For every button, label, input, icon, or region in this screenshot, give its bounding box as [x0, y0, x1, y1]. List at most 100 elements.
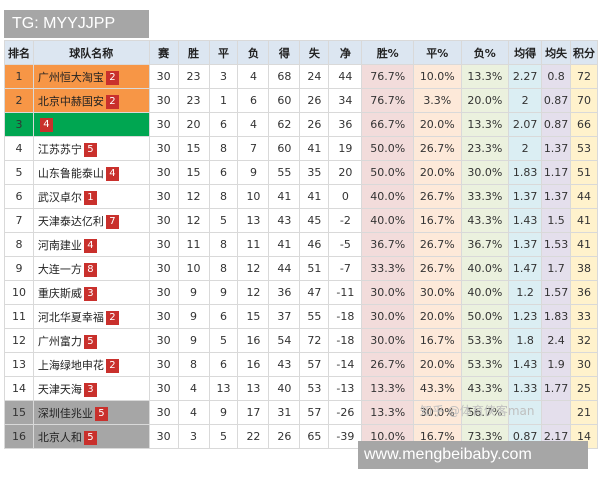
- goal-diff-cell: -18: [328, 304, 363, 329]
- avg-for-cell: 1.23: [508, 304, 543, 329]
- loss-pct-cell: 13.3%: [460, 112, 510, 137]
- goals-against-cell: 35: [299, 160, 330, 185]
- goals-for-cell: 40: [268, 376, 301, 401]
- loss-pct-cell: 43.3%: [460, 208, 510, 233]
- loss-pct-cell: 56.7%: [460, 400, 510, 425]
- draw-pct-cell: 20.0%: [413, 352, 462, 377]
- played-cell: 30: [148, 112, 179, 137]
- avg-against-cell: [541, 400, 572, 425]
- won-cell: 12: [177, 208, 210, 233]
- team-name: 武汉卓尔: [37, 190, 82, 204]
- win-pct-cell: 50.0%: [361, 160, 415, 185]
- avg-for-cell: 2.07: [508, 112, 543, 137]
- goal-diff-cell: -39: [328, 424, 363, 449]
- loss-pct-cell: 53.3%: [460, 352, 510, 377]
- team-cell: 山东鲁能泰山 4: [32, 160, 150, 185]
- team-cell: 4: [32, 112, 150, 137]
- win-pct-cell: 13.3%: [361, 400, 415, 425]
- lost-cell: 9: [237, 160, 270, 185]
- points-cell: 70: [570, 88, 598, 113]
- team-name: 天津天海: [37, 382, 82, 396]
- header-win-pct: 胜%: [361, 40, 415, 65]
- draw-pct-cell: 10.0%: [413, 64, 462, 89]
- team-name: 北京人和: [37, 430, 82, 444]
- win-pct-cell: 40.0%: [361, 208, 415, 233]
- draw-pct-cell: 30.0%: [413, 400, 462, 425]
- goals-against-cell: 57: [299, 352, 330, 377]
- avg-against-cell: 1.77: [541, 376, 572, 401]
- watermark-tg-label: TG: MYYJJPP: [4, 10, 149, 38]
- rank-cell: 12: [4, 328, 34, 353]
- won-cell: 9: [177, 328, 210, 353]
- played-cell: 30: [148, 256, 179, 281]
- goals-against-cell: 53: [299, 376, 330, 401]
- draw-pct-cell: 20.0%: [413, 112, 462, 137]
- team-badge: 2: [105, 94, 119, 109]
- team-badge: 7: [105, 214, 119, 229]
- drawn-cell: 8: [208, 256, 239, 281]
- goals-against-cell: 46: [299, 232, 330, 257]
- lost-cell: 13: [237, 208, 270, 233]
- goal-diff-cell: -11: [328, 280, 363, 305]
- goals-for-cell: 60: [268, 136, 301, 161]
- goals-for-cell: 41: [268, 184, 301, 209]
- team-badge: 5: [83, 334, 97, 349]
- avg-for-cell: 2: [508, 136, 543, 161]
- goal-diff-cell: 44: [328, 64, 363, 89]
- team-name: 河北华夏幸福: [37, 310, 104, 324]
- table-row: 11 河北华夏幸福 2 30 9 6 15 37 55 -18 30.0% 20.0% 50.0% 1.2…: [4, 304, 598, 329]
- goals-for-cell: 36: [268, 280, 301, 305]
- win-pct-cell: 30.0%: [361, 328, 415, 353]
- rank-cell: 13: [4, 352, 34, 377]
- lost-cell: 15: [237, 304, 270, 329]
- win-pct-cell: 36.7%: [361, 232, 415, 257]
- team-badge: 5: [94, 406, 108, 421]
- lost-cell: 6: [237, 88, 270, 113]
- loss-pct-cell: 40.0%: [460, 256, 510, 281]
- header-avg-for: 均得: [508, 40, 543, 65]
- header-lost: 负: [237, 40, 270, 65]
- drawn-cell: 5: [208, 424, 239, 449]
- goals-against-cell: 72: [299, 328, 330, 353]
- team-badge: 2: [105, 358, 119, 373]
- header-loss-pct: 负%: [460, 40, 510, 65]
- points-cell: 51: [570, 160, 598, 185]
- goal-diff-cell: -13: [328, 376, 363, 401]
- team-name: 江苏苏宁: [37, 142, 82, 156]
- draw-pct-cell: 30.0%: [413, 280, 462, 305]
- goals-for-cell: 55: [268, 160, 301, 185]
- avg-for-cell: 1.43: [508, 208, 543, 233]
- team-badge: 4: [83, 238, 97, 253]
- played-cell: 30: [148, 208, 179, 233]
- goal-diff-cell: -2: [328, 208, 363, 233]
- team-name: 山东鲁能泰山: [37, 166, 104, 180]
- win-pct-cell: 76.7%: [361, 64, 415, 89]
- played-cell: 30: [148, 232, 179, 257]
- played-cell: 30: [148, 328, 179, 353]
- drawn-cell: 6: [208, 160, 239, 185]
- lost-cell: 4: [237, 112, 270, 137]
- rank-cell: 10: [4, 280, 34, 305]
- lost-cell: 22: [237, 424, 270, 449]
- table-row: 7 天津泰达亿利 7 30 12 5 13 43 45 -2 40.0% 16.7% 43.3% 1.43…: [4, 208, 598, 233]
- team-name: 上海绿地申花: [37, 358, 104, 372]
- won-cell: 4: [177, 376, 210, 401]
- goal-diff-cell: 20: [328, 160, 363, 185]
- table-row: 6 武汉卓尔 1 30 12 8 10 41 41 0 40.0% 26.7% 33.3% 1.37 1.3…: [4, 184, 598, 209]
- points-cell: 32: [570, 328, 598, 353]
- header-rank: 排名: [4, 40, 34, 65]
- team-badge: 3: [83, 286, 97, 301]
- avg-against-cell: 1.37: [541, 136, 572, 161]
- lost-cell: 7: [237, 136, 270, 161]
- drawn-cell: 3: [208, 64, 239, 89]
- goals-for-cell: 26: [268, 424, 301, 449]
- points-cell: 38: [570, 256, 598, 281]
- goals-against-cell: 65: [299, 424, 330, 449]
- team-cell: 重庆斯威 3: [32, 280, 150, 305]
- won-cell: 20: [177, 112, 210, 137]
- won-cell: 23: [177, 88, 210, 113]
- table-row: 5 山东鲁能泰山 4 30 15 6 9 55 35 20 50.0% 20.0% 30.0% 1.83 1…: [4, 160, 598, 185]
- header-drawn: 平: [208, 40, 239, 65]
- avg-for-cell: 1.43: [508, 352, 543, 377]
- loss-pct-cell: 40.0%: [460, 280, 510, 305]
